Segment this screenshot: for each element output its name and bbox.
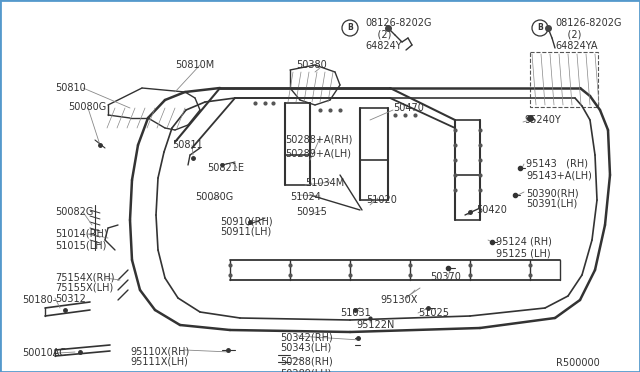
Text: 08126-8202G
    (2)
64824Y: 08126-8202G (2) 64824Y xyxy=(365,18,431,51)
Text: B: B xyxy=(347,23,353,32)
Text: 50289+A(LH): 50289+A(LH) xyxy=(285,148,351,158)
Text: 95122N: 95122N xyxy=(356,320,394,330)
Text: 08126-8202G
    (2)
64824YA: 08126-8202G (2) 64824YA xyxy=(555,18,621,51)
Text: 50010AC: 50010AC xyxy=(22,348,66,358)
Text: 50342(RH): 50342(RH) xyxy=(280,332,333,342)
Text: 51015(LH): 51015(LH) xyxy=(55,240,106,250)
Text: 50312: 50312 xyxy=(55,294,86,304)
Text: 50180-: 50180- xyxy=(22,295,56,305)
Text: 95143+A(LH): 95143+A(LH) xyxy=(526,170,592,180)
Text: 50915: 50915 xyxy=(296,207,327,217)
Text: 50288+A(RH): 50288+A(RH) xyxy=(285,135,353,145)
Text: 51020: 51020 xyxy=(366,195,397,205)
Text: 50080G: 50080G xyxy=(195,192,233,202)
Text: 50380: 50380 xyxy=(296,60,327,70)
Text: 50343(LH): 50343(LH) xyxy=(280,343,332,353)
Text: 95111X(LH): 95111X(LH) xyxy=(130,357,188,367)
Text: 95240Y: 95240Y xyxy=(524,115,561,125)
Text: 51025: 51025 xyxy=(418,308,449,318)
Text: 75154X(RH): 75154X(RH) xyxy=(55,272,115,282)
Text: 95125 (LH): 95125 (LH) xyxy=(496,248,550,258)
Text: 50911(LH): 50911(LH) xyxy=(220,227,271,237)
Text: 50811: 50811 xyxy=(172,140,203,150)
Text: 50391(LH): 50391(LH) xyxy=(526,199,577,209)
Text: 50810: 50810 xyxy=(55,83,86,93)
Text: B: B xyxy=(537,23,543,32)
Text: 51031: 51031 xyxy=(340,308,371,318)
Text: 95130X: 95130X xyxy=(380,295,417,305)
Text: 51034M: 51034M xyxy=(305,178,344,188)
Text: 50470: 50470 xyxy=(393,103,424,113)
Text: 50910(RH): 50910(RH) xyxy=(220,216,273,226)
Text: 50289(LH): 50289(LH) xyxy=(280,368,332,372)
Text: 50370: 50370 xyxy=(430,272,461,282)
Text: 51024: 51024 xyxy=(290,192,321,202)
Text: 50390(RH): 50390(RH) xyxy=(526,188,579,198)
Text: 75155X(LH): 75155X(LH) xyxy=(55,283,113,293)
Text: 50810M: 50810M xyxy=(175,60,214,70)
Text: 50420: 50420 xyxy=(476,205,507,215)
Text: 50821E: 50821E xyxy=(207,163,244,173)
Text: 51014(RH): 51014(RH) xyxy=(55,229,108,239)
Text: 50288(RH): 50288(RH) xyxy=(280,357,333,367)
Text: 95110X(RH): 95110X(RH) xyxy=(130,346,189,356)
Text: R500000: R500000 xyxy=(556,358,600,368)
Bar xyxy=(530,52,598,107)
Text: 50082G: 50082G xyxy=(55,207,93,217)
Text: 50080G: 50080G xyxy=(68,102,106,112)
Text: 95143   (RH): 95143 (RH) xyxy=(526,159,588,169)
Text: 95124 (RH): 95124 (RH) xyxy=(496,237,552,247)
